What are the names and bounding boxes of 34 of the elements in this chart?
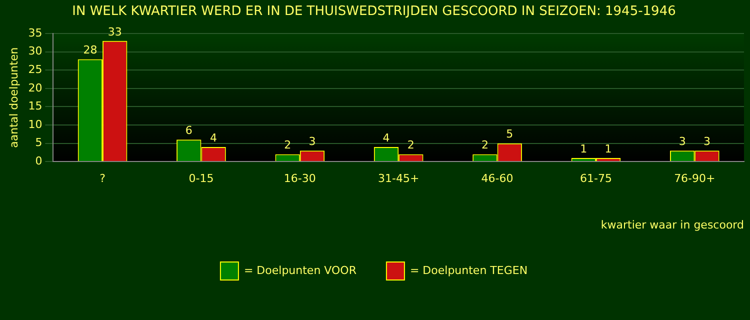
data-label: 2 xyxy=(481,138,488,152)
data-label: 6 xyxy=(185,124,192,138)
y-tick-label: 20 xyxy=(28,81,42,94)
y-tick-label: 25 xyxy=(28,63,42,76)
data-label: 28 xyxy=(83,44,98,57)
x-tick-label: ? xyxy=(100,172,106,186)
data-label: 4 xyxy=(382,131,390,144)
data-label: 2 xyxy=(407,138,414,152)
data-label: 33 xyxy=(108,25,122,38)
chart-title: IN WELK KWARTIER WERD ER IN DE THUISWEDSTRIJDEN GESCOORD IN SEIZOEN: 1945-1946 xyxy=(72,4,676,20)
x-tick-label: 31-45+ xyxy=(378,172,420,186)
data-label: 1 xyxy=(604,142,612,156)
data-label: 2 xyxy=(284,138,292,152)
y-tick-label: 15 xyxy=(28,100,42,113)
legend-label: = Doelpunten VOOR xyxy=(244,264,357,277)
y-tick-label: 10 xyxy=(28,118,42,131)
data-label: 4 xyxy=(210,131,218,144)
data-label: 3 xyxy=(678,134,686,148)
x-tick-label: 16-30 xyxy=(284,172,316,186)
x-tick-label: 0-15 xyxy=(188,172,214,186)
data-label: 3 xyxy=(308,134,316,148)
y-tick-label: 30 xyxy=(28,44,42,58)
legend-label: = Doelpunten TEGEN xyxy=(410,264,528,277)
y-tick-label: 35 xyxy=(28,26,42,40)
y-tick-label: 0 xyxy=(35,154,42,168)
x-tick-label: 46-60 xyxy=(481,172,514,186)
x-tick-label: 76-90+ xyxy=(674,172,716,186)
y-tick-label: 5 xyxy=(35,136,42,150)
data-label: 5 xyxy=(506,128,514,141)
y-axis-title: aantal doelpunten xyxy=(7,47,20,148)
data-label: 1 xyxy=(580,142,588,156)
x-axis-title: kwartier waar in gescoord xyxy=(600,218,744,232)
data-label: 3 xyxy=(703,134,710,148)
x-tick-label: 61-75 xyxy=(580,172,612,186)
